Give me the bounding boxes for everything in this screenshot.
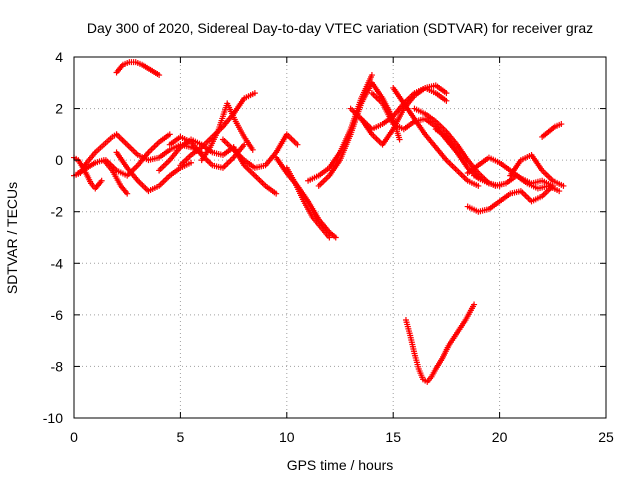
y-tick-label: -10 [43,410,63,426]
x-tick-labels: 0 5 10 15 20 25 [70,429,614,445]
point-markers [102,131,173,179]
x-tick-label: 20 [492,429,508,445]
plot-frame [73,56,607,419]
point-markers [507,151,567,189]
series-arc-26 [464,182,556,215]
series-arc-27 [507,151,567,189]
x-tick-label: 15 [385,429,401,445]
x-tick-label: 25 [598,429,614,445]
series-arc-28 [539,121,565,140]
y-tick-labels: -10 -8 -6 -4 -2 0 2 4 [43,49,63,426]
series-arc-29 [402,301,478,385]
series-arc-1 [113,59,163,79]
point-markers [230,144,280,197]
y-tick-label: -6 [51,307,64,323]
point-markers [347,82,450,133]
point-markers [464,182,556,215]
series-arc-15 [283,164,333,241]
series-arc-21 [390,84,482,189]
point-markers [198,100,256,164]
series-arc-11 [198,100,256,164]
point-markers [539,121,565,140]
y-tick-label: -8 [51,358,64,374]
x-axis-label: GPS time / hours [287,457,394,473]
y-tick-label: -4 [51,255,64,271]
point-markers [113,59,163,79]
point-markers [283,164,333,241]
series-arc-13 [230,144,280,197]
series-arc-7 [102,131,173,179]
y-tick-label: 0 [55,152,63,168]
chart-title: Day 300 of 2020, Sidereal Day-to-day VTE… [87,20,593,36]
x-tick-label: 0 [70,429,78,445]
y-tick-label: 4 [55,49,63,65]
x-tick-label: 5 [177,429,185,445]
x-tick-label: 10 [279,429,295,445]
axis-ticks [73,56,607,419]
point-markers [390,84,482,189]
y-axis-label: SDTVAR / TECUs [4,182,20,294]
y-tick-label: -2 [51,204,64,220]
series-arc-19 [347,82,450,133]
point-markers [402,301,478,385]
y-tick-label: 2 [55,101,63,117]
